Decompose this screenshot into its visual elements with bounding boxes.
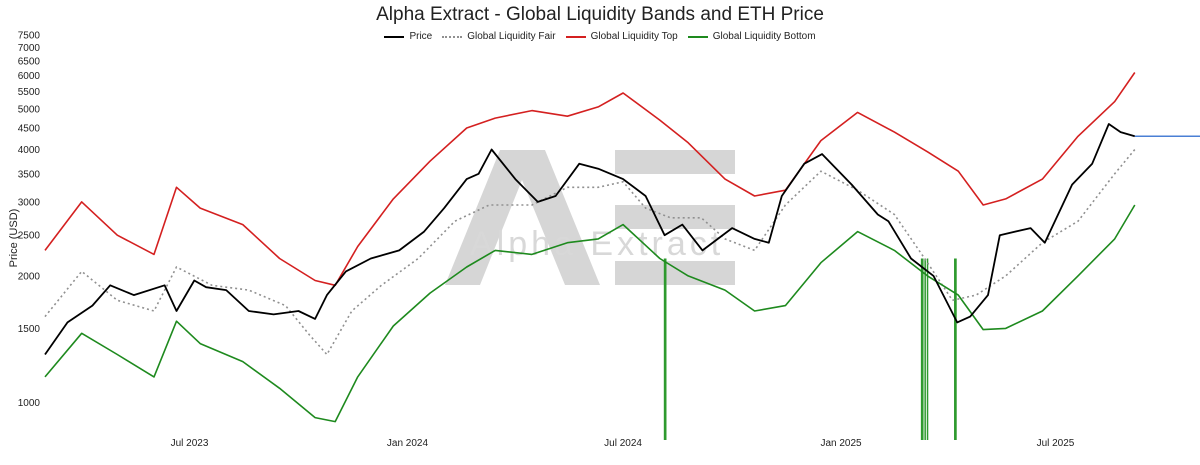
legend-item-price[interactable]: Price [384, 31, 432, 42]
y-tick-label: 2000 [18, 271, 41, 282]
y-tick-label: 6500 [18, 56, 41, 67]
y-tick-label: 5000 [18, 104, 41, 115]
y-tick-label: 2500 [18, 231, 41, 242]
legend-swatch-top [565, 35, 586, 38]
chart-title: Alpha Extract - Global Liquidity Bands a… [376, 4, 824, 25]
watermark-text: Alpha Extract [470, 225, 724, 263]
x-tick-label: Jul 2025 [1037, 438, 1075, 449]
legend-label-top: Global Liquidity Top [590, 31, 678, 42]
x-tick-label: Jan 2025 [820, 438, 862, 449]
y-tick-label: 7000 [18, 43, 41, 54]
series-line-global-liquidity-bottom [44, 204, 1136, 423]
legend-swatch-bottom [687, 35, 708, 38]
legend-swatch-fair [442, 35, 463, 38]
x-tick-label: Jul 2023 [171, 438, 209, 449]
x-tick-label: Jul 2024 [604, 438, 642, 449]
y-tick-label: 5500 [18, 87, 41, 98]
y-tick-label: 3500 [18, 169, 41, 180]
chart-legend: Price Global Liquidity Fair Global Liqui… [0, 31, 1200, 42]
legend-label-fair: Global Liquidity Fair [467, 31, 556, 42]
legend-label-price: Price [409, 31, 433, 42]
legend-item-bottom[interactable]: Global Liquidity Bottom [687, 31, 816, 42]
series-line-price [44, 123, 1136, 356]
y-tick-label: 4000 [18, 145, 41, 156]
series-line-global-liquidity-top [44, 72, 1136, 287]
y-tick-label: 1000 [18, 398, 41, 409]
legend-swatch-price [384, 35, 405, 38]
y-tick-label: 3000 [18, 197, 41, 208]
y-tick-label: 7500 [18, 30, 41, 41]
watermark-logo: Alpha Extract [445, 150, 735, 285]
y-tick-label: 1500 [18, 324, 41, 335]
legend-label-bottom: Global Liquidity Bottom [712, 31, 816, 42]
legend-item-top[interactable]: Global Liquidity Top [565, 31, 678, 42]
legend-item-fair[interactable]: Global Liquidity Fair [442, 31, 556, 42]
y-tick-label: 6000 [18, 71, 41, 82]
y-tick-label: 4500 [18, 123, 41, 134]
x-tick-label: Jan 2024 [387, 438, 429, 449]
